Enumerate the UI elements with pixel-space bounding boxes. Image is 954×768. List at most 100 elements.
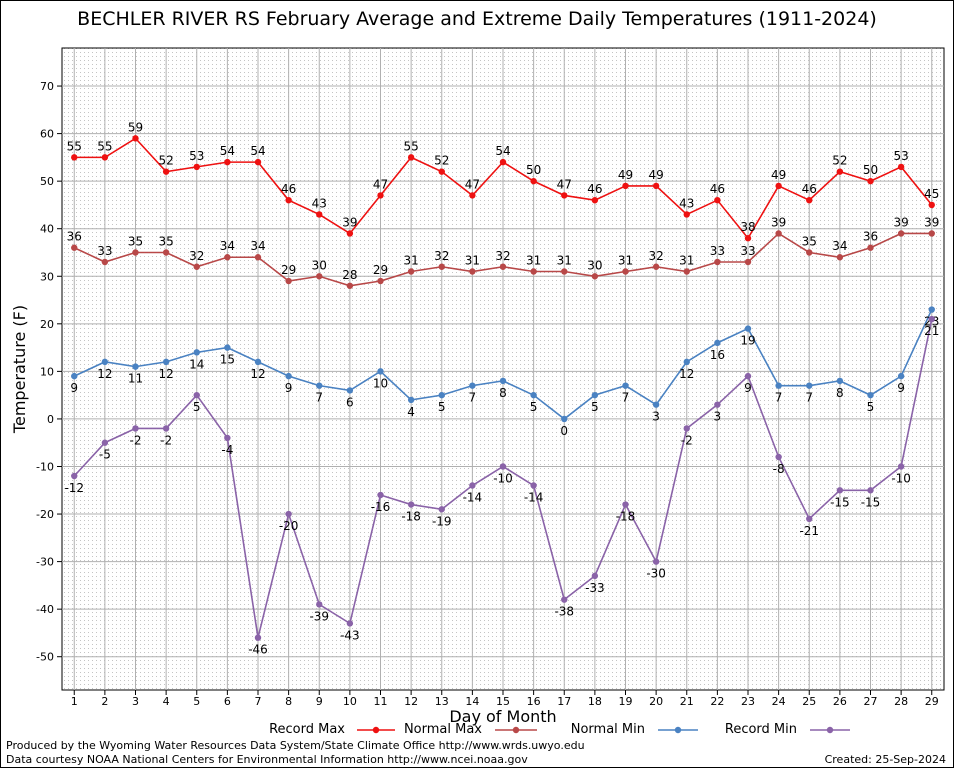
data-point xyxy=(377,368,384,375)
data-point xyxy=(377,491,384,499)
data-point xyxy=(285,372,292,380)
data-label: 36 xyxy=(67,230,82,244)
x-tick-label: 8 xyxy=(285,695,292,708)
data-point xyxy=(652,182,660,190)
data-point xyxy=(377,192,384,199)
data-point xyxy=(316,273,323,280)
data-label: 16 xyxy=(710,348,725,362)
data-point xyxy=(530,391,537,399)
data-label: 49 xyxy=(771,168,786,182)
data-point xyxy=(438,168,445,175)
data-point xyxy=(561,268,568,275)
y-tick-label: 0 xyxy=(47,413,54,426)
data-label: -38 xyxy=(554,605,574,619)
data-label: 5 xyxy=(530,400,538,414)
x-tick-label: 5 xyxy=(193,695,200,708)
data-point xyxy=(561,596,568,603)
footer-producer: Produced by the Wyoming Water Resources … xyxy=(6,739,585,752)
data-label: 39 xyxy=(924,215,939,229)
data-point xyxy=(928,201,935,209)
data-point xyxy=(254,158,262,166)
data-label: 50 xyxy=(526,163,541,177)
footer-created: Created: 25-Sep-2024 xyxy=(824,753,946,766)
data-point xyxy=(193,263,200,270)
data-point xyxy=(101,439,109,446)
data-label: 15 xyxy=(220,353,235,367)
data-label: 33 xyxy=(710,244,725,258)
data-label: 53 xyxy=(189,149,204,163)
data-label: -43 xyxy=(340,628,360,642)
data-label: 19 xyxy=(740,334,755,348)
data-point xyxy=(622,501,629,508)
y-tick-label: -20 xyxy=(36,508,54,521)
x-tick-label: 4 xyxy=(163,695,170,708)
data-label: -46 xyxy=(248,643,268,657)
data-point xyxy=(285,277,292,285)
data-label: 39 xyxy=(893,215,908,229)
data-label: 35 xyxy=(802,234,817,248)
data-label: 28 xyxy=(342,268,357,282)
x-tick-label: 3 xyxy=(132,695,139,708)
data-label: -20 xyxy=(279,519,299,533)
data-point xyxy=(775,453,782,461)
data-label: 34 xyxy=(220,239,235,253)
x-tick-label: 10 xyxy=(343,695,357,708)
data-label: -21 xyxy=(799,524,819,538)
y-tick-label: -10 xyxy=(36,460,54,473)
data-point xyxy=(224,158,231,166)
data-point xyxy=(806,515,813,522)
data-point xyxy=(928,306,935,313)
data-label: 5 xyxy=(438,400,446,414)
x-tick-label: 16 xyxy=(527,695,541,708)
x-tick-label: 26 xyxy=(833,695,847,708)
data-point xyxy=(346,230,354,237)
data-label: -16 xyxy=(371,500,391,514)
data-label: 34 xyxy=(250,239,265,253)
data-point xyxy=(162,425,170,432)
data-point xyxy=(897,463,905,470)
data-point xyxy=(714,401,721,408)
data-label: 12 xyxy=(158,367,173,381)
data-label: 39 xyxy=(342,215,357,229)
data-label: 53 xyxy=(893,149,908,163)
data-point xyxy=(407,268,415,275)
data-point xyxy=(652,401,660,408)
data-label: 9 xyxy=(744,381,752,395)
data-label: 8 xyxy=(836,386,844,400)
data-point xyxy=(162,249,170,256)
data-label: -5 xyxy=(99,448,111,462)
data-label: -2 xyxy=(130,433,142,447)
data-point xyxy=(591,572,599,580)
data-point xyxy=(438,506,445,513)
data-label: 59 xyxy=(128,120,143,134)
data-label: 14 xyxy=(189,357,204,371)
data-label: -30 xyxy=(646,567,666,581)
data-point xyxy=(469,382,476,389)
data-point xyxy=(928,230,935,237)
data-label: 32 xyxy=(434,249,449,263)
y-tick-label: 50 xyxy=(40,175,54,188)
data-label: 5 xyxy=(193,400,201,414)
x-tick-label: 25 xyxy=(802,695,816,708)
data-label: 45 xyxy=(924,187,939,201)
data-point xyxy=(806,382,813,389)
data-label: 52 xyxy=(832,154,847,168)
data-point xyxy=(775,382,782,389)
data-point xyxy=(683,268,690,275)
data-label: 9 xyxy=(70,381,78,395)
data-label: -33 xyxy=(585,581,605,595)
data-point xyxy=(591,196,599,204)
data-point xyxy=(744,325,752,332)
data-label: 12 xyxy=(250,367,265,381)
data-point xyxy=(254,254,262,261)
data-label: 46 xyxy=(802,182,817,196)
x-tick-label: 19 xyxy=(619,695,633,708)
data-label: 47 xyxy=(465,177,480,191)
data-point xyxy=(836,168,844,175)
data-point xyxy=(836,254,844,261)
data-point xyxy=(499,158,507,166)
data-label: 34 xyxy=(832,239,847,253)
data-point xyxy=(101,358,109,366)
y-axis-label: Temperature (F) xyxy=(10,305,29,434)
